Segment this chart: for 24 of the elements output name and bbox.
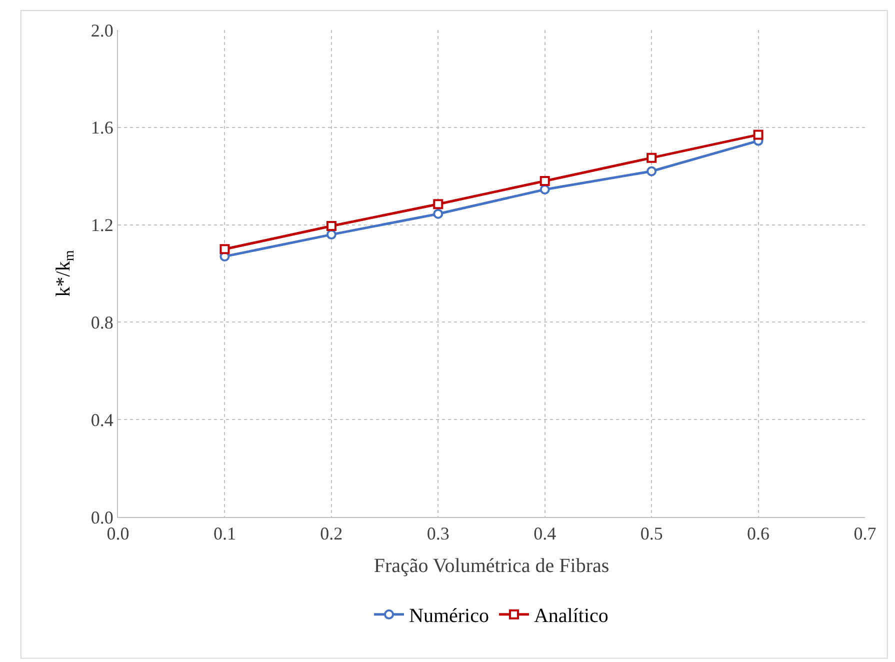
x-axis-title: Fração Volumétrica de Fibras [374, 555, 610, 578]
point [433, 199, 444, 210]
point [433, 208, 444, 219]
x-tick-label: 0.3 [426, 524, 450, 544]
legend-label: Analítico [534, 605, 608, 628]
text: 2.0 [90, 20, 114, 40]
point [326, 221, 336, 232]
y-tick-label: 0.4 [90, 410, 114, 430]
y-tick-label: 1.2 [90, 215, 114, 236]
x-tick-label: 0.5 [640, 524, 663, 544]
y-tick-label: 1.6 [90, 118, 114, 138]
x-tick-label: 0.7 [854, 524, 876, 544]
x-tick-label: 0.4 [534, 524, 556, 544]
x-tick-label: 0.1 [213, 524, 236, 544]
point [326, 230, 336, 240]
point [540, 176, 550, 186]
point [220, 244, 230, 254]
x-tick-label: 0.2 [320, 524, 343, 544]
point [646, 152, 657, 163]
point [753, 130, 764, 140]
legend-label: Numérico [409, 605, 489, 628]
y-tick-label: 0.8 [90, 312, 114, 332]
x-tick-label: 0.6 [747, 524, 770, 544]
point [646, 166, 657, 176]
